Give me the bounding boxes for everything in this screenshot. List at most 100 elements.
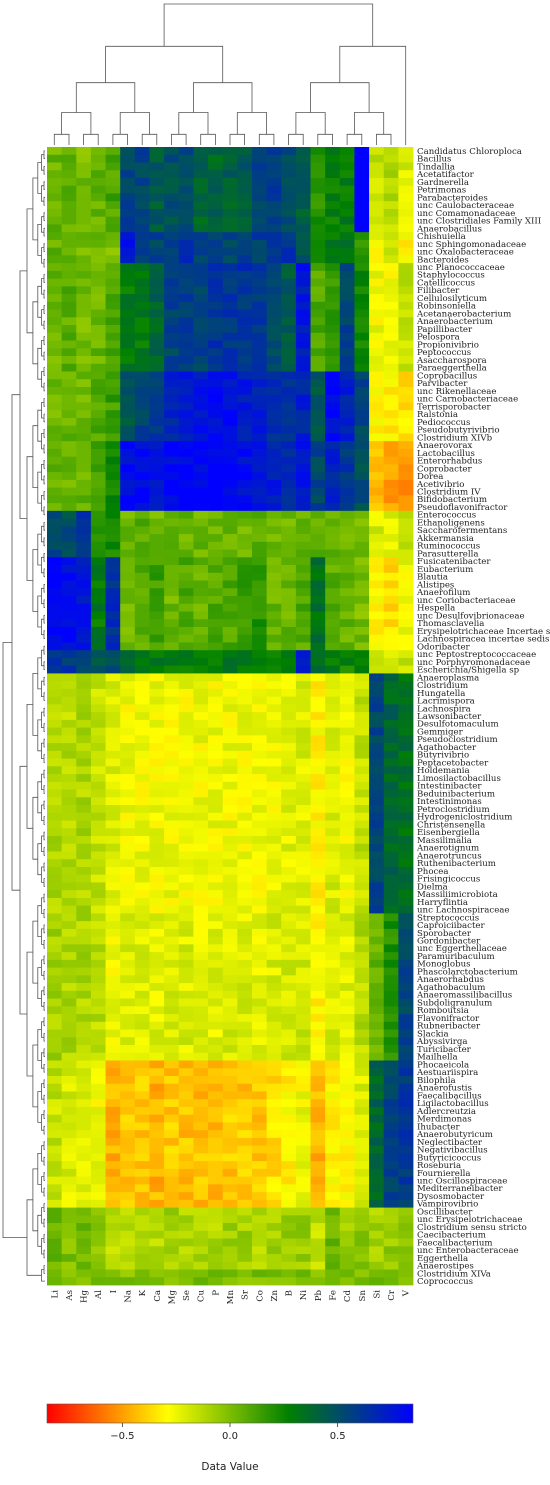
heatmap-cell	[47, 565, 63, 574]
heatmap-cell	[134, 828, 150, 837]
heatmap-cell	[237, 1114, 253, 1123]
heatmap-cell	[208, 433, 224, 442]
heatmap-cell	[149, 843, 165, 852]
heatmap-cell	[149, 611, 165, 620]
heatmap-cell	[354, 921, 370, 930]
heatmap-cell	[178, 944, 194, 953]
heatmap-cell	[325, 1153, 341, 1162]
heatmap-cell	[398, 534, 414, 543]
heatmap-cell	[193, 611, 209, 620]
heatmap-cell	[222, 1207, 238, 1216]
heatmap-cell	[354, 1192, 370, 1201]
heatmap-cell	[383, 626, 399, 636]
heatmap-cell	[281, 719, 297, 729]
heatmap-cell	[310, 998, 326, 1007]
heatmap-cell	[193, 665, 209, 674]
heatmap-cell	[266, 1207, 282, 1216]
heatmap-cell	[134, 356, 150, 365]
heatmap-cell	[76, 448, 92, 458]
heatmap-cell	[105, 325, 121, 334]
heatmap-cell	[295, 851, 311, 860]
heatmap-cell	[61, 526, 77, 535]
row-label: Butyrivibrio	[417, 751, 469, 761]
heatmap-cell	[383, 642, 399, 651]
heatmap-cell	[178, 208, 194, 218]
heatmap-cell	[105, 805, 121, 814]
heatmap-cell	[76, 1230, 92, 1239]
heatmap-cell	[90, 510, 106, 519]
heatmap-cell	[339, 1037, 355, 1046]
heatmap-cell	[339, 681, 355, 690]
heatmap-cell	[120, 572, 136, 581]
heatmap-cell	[90, 1137, 106, 1147]
heatmap-cell	[310, 1153, 326, 1162]
heatmap-cell	[281, 270, 297, 279]
heatmap-cell	[61, 766, 77, 775]
heatmap-cell	[193, 1238, 209, 1247]
heatmap-cell	[90, 828, 106, 837]
heatmap-cell	[47, 162, 63, 171]
heatmap-cell	[383, 805, 399, 814]
heatmap-cell	[281, 1137, 297, 1147]
heatmap-cell	[369, 170, 385, 179]
heatmap-cell	[339, 526, 355, 535]
heatmap-cell	[237, 185, 253, 194]
row-label: Anaerovorax	[416, 441, 472, 451]
heatmap-cell	[369, 1029, 385, 1038]
heatmap-cell	[149, 317, 165, 326]
heatmap-cell	[164, 278, 180, 287]
heatmap-cell	[398, 518, 414, 527]
heatmap-cell	[281, 263, 297, 272]
row-dendrogram-branch	[43, 1249, 45, 1259]
row-label: Anaerotignum	[416, 844, 479, 854]
heatmap-cell	[281, 549, 297, 558]
heatmap-cell	[105, 1176, 121, 1185]
heatmap-cell	[398, 1254, 414, 1263]
heatmap-cell	[193, 874, 209, 883]
heatmap-cell	[120, 425, 136, 434]
heatmap-cell	[339, 596, 355, 605]
heatmap-cell	[339, 371, 355, 380]
heatmap-cell	[134, 232, 150, 241]
heatmap-cell	[398, 928, 414, 938]
heatmap-cell	[164, 208, 180, 218]
heatmap-cell	[281, 510, 297, 519]
heatmap-cell	[76, 727, 92, 736]
heatmap-cell	[134, 255, 150, 264]
heatmap-cell	[164, 394, 180, 403]
heatmap-cell	[251, 781, 267, 790]
row-label: Lactobacillus	[417, 449, 475, 459]
heatmap-cell	[120, 835, 136, 845]
heatmap-cell	[76, 425, 92, 434]
heatmap-cell	[76, 371, 92, 380]
heatmap-cell	[164, 1137, 180, 1147]
heatmap-cell	[237, 1075, 253, 1085]
heatmap-cell	[178, 1006, 194, 1015]
row-label: unc Porphyromonadaceae	[417, 658, 530, 668]
heatmap-cell	[266, 882, 282, 891]
heatmap-cell	[134, 1075, 150, 1085]
heatmap-cell	[105, 541, 121, 550]
heatmap-cell	[178, 417, 194, 427]
heatmap-cell	[61, 913, 77, 922]
heatmap-cell	[178, 650, 194, 659]
heatmap-cell	[120, 154, 136, 163]
heatmap-cell	[105, 797, 121, 806]
row-label: Turicibacter	[417, 1045, 472, 1055]
heatmap-cell	[295, 286, 311, 295]
heatmap-cell	[164, 944, 180, 953]
heatmap-cell	[90, 1130, 106, 1139]
heatmap-cell	[310, 944, 326, 953]
heatmap-cell	[105, 1021, 121, 1030]
heatmap-cell	[120, 177, 136, 187]
heatmap-cell	[251, 363, 267, 372]
heatmap-cell	[266, 1029, 282, 1038]
heatmap-cell	[369, 309, 385, 318]
heatmap-cell	[120, 479, 136, 489]
heatmap-cell	[90, 216, 106, 225]
heatmap-cell	[164, 1184, 180, 1193]
row-dendrogram-branch	[43, 212, 45, 221]
heatmap-cell	[295, 1006, 311, 1015]
heatmap-cell	[383, 216, 399, 225]
heatmap-cell	[208, 766, 224, 775]
